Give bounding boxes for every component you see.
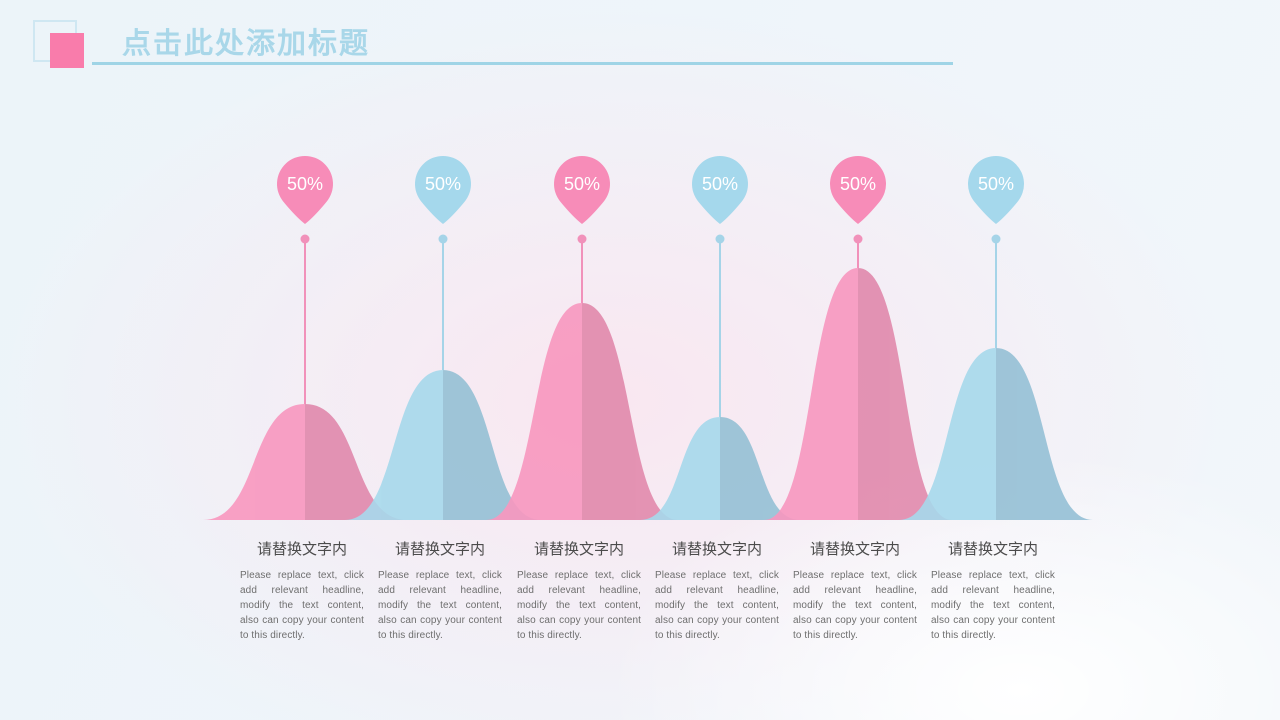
bell-curve-left-half: [345, 370, 443, 520]
balloon-marker[interactable]: [830, 155, 887, 224]
text-block-body[interactable]: Please replace text, click add relevant …: [240, 570, 364, 641]
text-block[interactable]: 请替换文字内 Please replace text, click add re…: [931, 538, 1055, 643]
text-block-body[interactable]: Please replace text, click add relevant …: [931, 570, 1055, 641]
bell-curve[interactable]: [345, 370, 541, 520]
bell-curve-left-half: [203, 404, 305, 520]
balloon-marker[interactable]: [554, 155, 610, 224]
bell-curve[interactable]: [764, 268, 952, 520]
text-block-heading[interactable]: 请替换文字内: [394, 541, 485, 558]
bell-curve-right-half: [305, 404, 407, 520]
balloon-marker[interactable]: [277, 155, 334, 224]
balloon-percent-label: 50%: [840, 174, 876, 194]
text-block-heading[interactable]: 请替换文字内: [809, 541, 900, 558]
balloon-marker[interactable]: [968, 155, 1025, 224]
balloon-marker[interactable]: [414, 155, 472, 224]
bell-curve-right-half: [858, 268, 952, 520]
bell-curve-right-half: [720, 417, 800, 520]
text-block-body[interactable]: Please replace text, click add relevant …: [655, 570, 779, 641]
bell-curve[interactable]: [203, 404, 407, 520]
bell-curve-left-half: [899, 348, 996, 520]
balloon-markers-layer: 50% 50% 50% 50% 50% 50%: [277, 155, 1025, 417]
bell-curve[interactable]: [899, 348, 1093, 520]
text-block-body[interactable]: Please replace text, click add relevant …: [793, 570, 917, 641]
balloon-percent-label: 50%: [564, 174, 600, 194]
bell-curve-right-half: [582, 303, 678, 520]
bell-curve-left-half: [486, 303, 582, 520]
text-block-body[interactable]: Please replace text, click add relevant …: [517, 570, 641, 641]
marker-dot: [715, 234, 725, 244]
bell-curve[interactable]: [640, 417, 800, 520]
bell-curve[interactable]: [486, 303, 678, 520]
balloon-percent-label: 50%: [287, 174, 323, 194]
text-block-heading[interactable]: 请替换文字内: [533, 541, 624, 558]
text-block[interactable]: 请替换文字内 Please replace text, click add re…: [517, 538, 641, 643]
title-underline: [92, 62, 953, 65]
text-block-body[interactable]: Please replace text, click add relevant …: [378, 570, 502, 641]
marker-dot: [991, 234, 1001, 244]
slide-title[interactable]: 点击此处添加标题: [122, 28, 371, 60]
bell-curve-right-half: [443, 370, 541, 520]
text-block[interactable]: 请替换文字内 Please replace text, click add re…: [240, 538, 364, 643]
marker-dot: [438, 234, 448, 244]
text-block[interactable]: 请替换文字内 Please replace text, click add re…: [655, 538, 779, 643]
balloon-percent-label: 50%: [978, 174, 1014, 194]
balloon-percent-label: 50%: [425, 174, 461, 194]
text-block[interactable]: 请替换文字内 Please replace text, click add re…: [378, 538, 502, 643]
bell-curve-left-half: [764, 268, 858, 520]
title-decoration-pink-square: [50, 33, 84, 68]
bell-curve-right-half: [996, 348, 1093, 520]
marker-dot: [300, 234, 310, 244]
marker-dot: [577, 234, 587, 244]
bell-curve-left-half: [640, 417, 720, 520]
text-block[interactable]: 请替换文字内 Please replace text, click add re…: [793, 538, 917, 643]
balloon-marker[interactable]: [692, 155, 749, 224]
marker-dot: [853, 234, 863, 244]
text-block-heading[interactable]: 请替换文字内: [947, 541, 1038, 558]
text-block-heading[interactable]: 请替换文字内: [256, 541, 347, 558]
balloon-percent-label: 50%: [702, 174, 738, 194]
text-block-heading[interactable]: 请替换文字内: [671, 541, 762, 558]
bell-curves-layer: [203, 268, 1093, 520]
